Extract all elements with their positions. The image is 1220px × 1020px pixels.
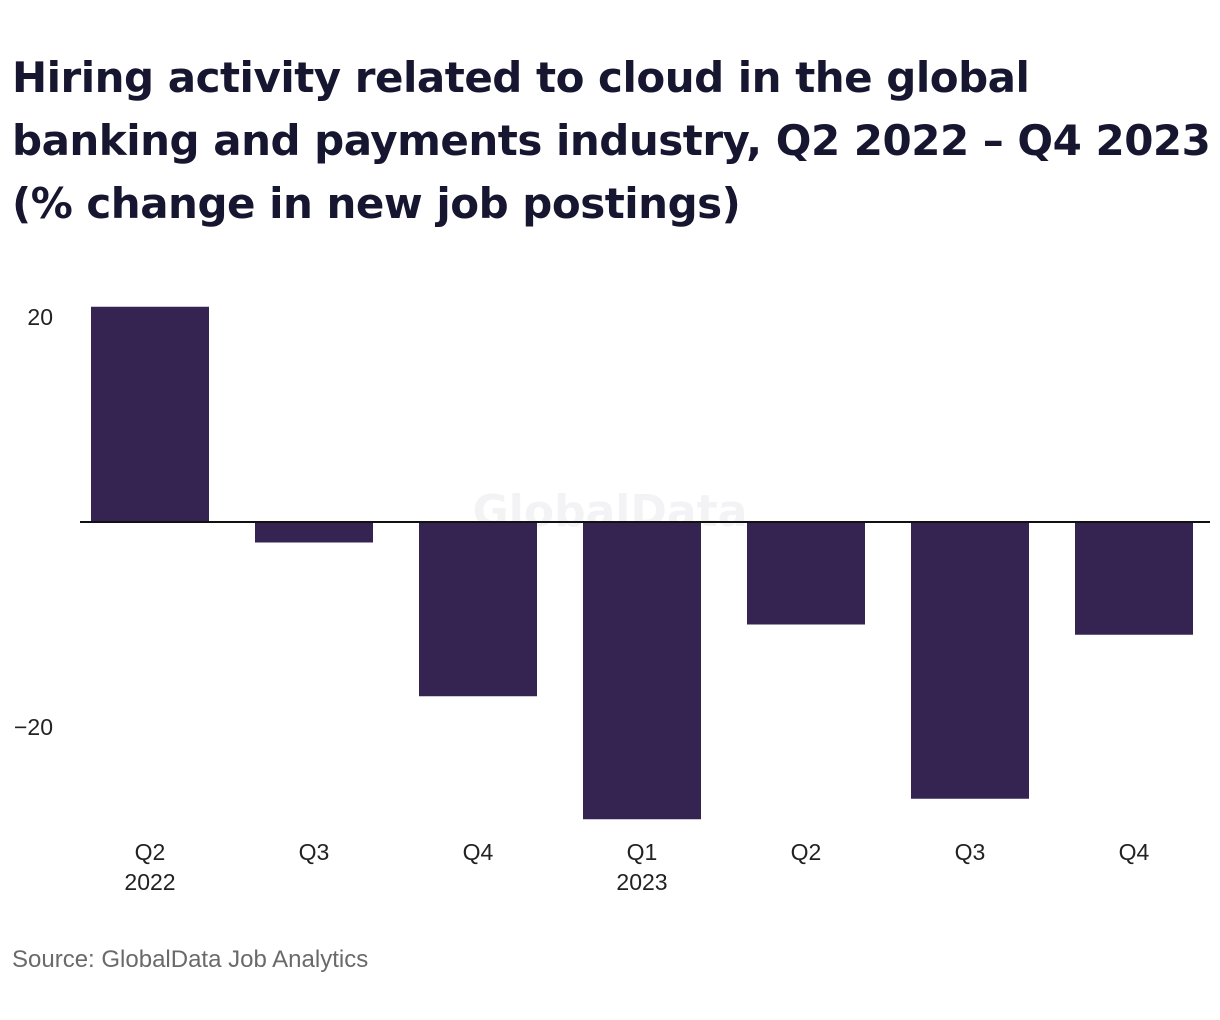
bar-6 [1075, 522, 1193, 635]
bar-2 [419, 522, 537, 697]
bar-0 [91, 306, 209, 522]
chart-title: Hiring activity related to cloud in the … [12, 53, 1211, 228]
x-tick-label-3: Q1 [627, 839, 658, 865]
bar-5 [911, 522, 1029, 799]
bar-4 [747, 522, 865, 625]
bar-3 [583, 522, 701, 820]
x-tick-year-label-3: 2023 [616, 869, 667, 895]
source-note: Source: GlobalData Job Analytics [12, 946, 369, 973]
bars-group [91, 306, 1193, 820]
bar-1 [255, 522, 373, 543]
x-tick-label-1: Q3 [299, 839, 330, 865]
x-tick-label-5: Q3 [955, 839, 986, 865]
x-tick-label-6: Q4 [1119, 839, 1150, 865]
y-axis-ticks: 20 −20 [14, 304, 53, 740]
x-tick-label-2: Q4 [463, 839, 494, 865]
x-axis-labels: Q2 2022 Q3 Q4 Q1 2023 Q2 Q3 Q4 [124, 839, 1149, 895]
x-tick-year-label-0: 2022 [124, 869, 175, 895]
x-tick-label-4: Q2 [791, 839, 822, 865]
y-tick-label-0: 20 [27, 304, 53, 330]
x-tick-label-0: Q2 [135, 839, 166, 865]
y-tick-label-1: −20 [14, 714, 53, 740]
